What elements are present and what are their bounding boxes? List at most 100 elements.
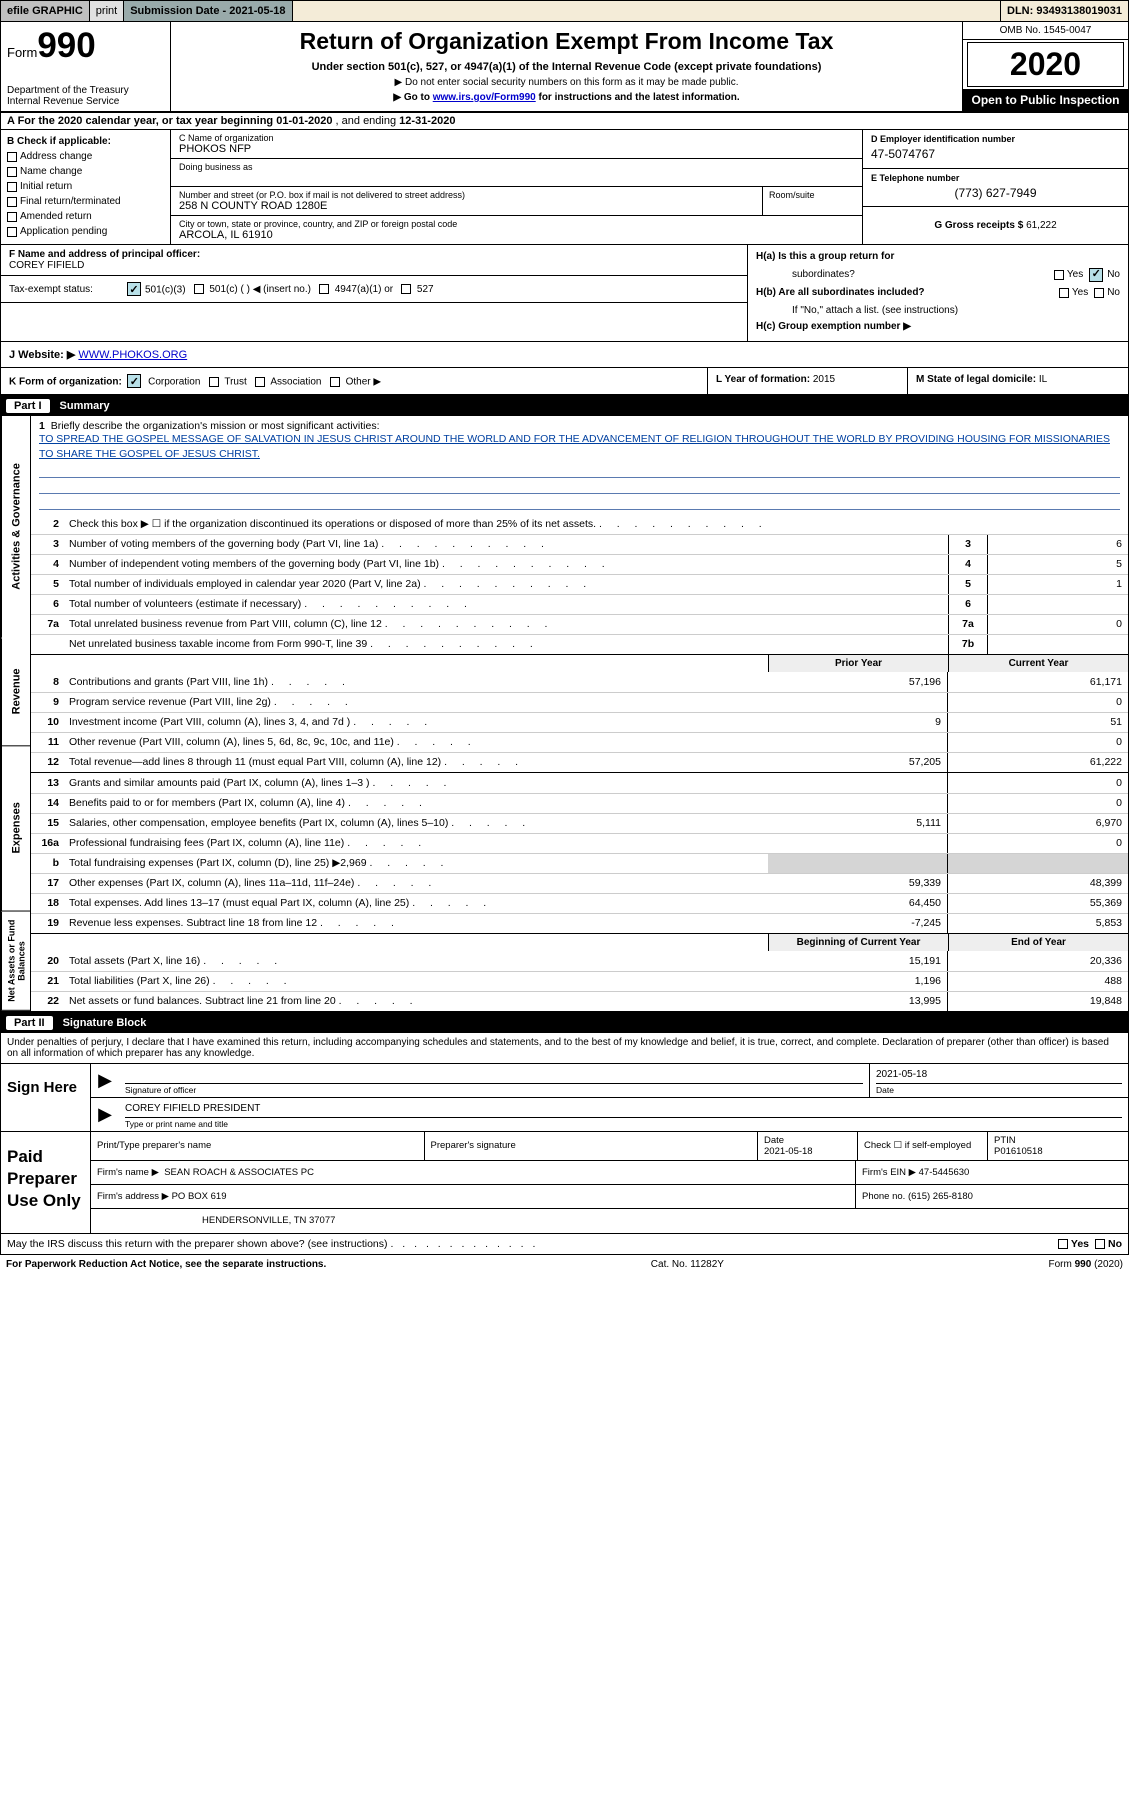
line-box-number: 5 — [948, 575, 988, 594]
summary-line: 2Check this box ▶ ☐ if the organization … — [31, 514, 1128, 534]
b-item-4[interactable]: Amended return — [7, 209, 164, 224]
part-2-title: Signature Block — [63, 1017, 147, 1029]
yes-label: Yes — [1071, 1238, 1089, 1250]
line-prior-value — [768, 854, 948, 873]
col-h: H(a) Is this a group return for subordin… — [748, 245, 1128, 341]
line-text: Other expenses (Part IX, column (A), lin… — [65, 875, 768, 891]
line-text: Total liabilities (Part X, line 26) . . … — [65, 973, 768, 989]
b-item-5-label: Application pending — [20, 226, 107, 237]
discuss-yn: Yes No — [1058, 1238, 1122, 1250]
ha-no[interactable]: No — [1089, 267, 1120, 283]
irs-link[interactable]: www.irs.gov/Form990 — [433, 92, 536, 103]
efile-print-button[interactable]: print — [90, 1, 124, 21]
ptin-label: PTIN — [994, 1135, 1122, 1146]
ha-yes[interactable]: Yes — [1054, 267, 1083, 283]
discuss-yes[interactable]: Yes — [1058, 1238, 1089, 1250]
line-text: Professional fundraising fees (Part IX, … — [65, 835, 768, 851]
summary-line: 17Other expenses (Part IX, column (A), l… — [31, 873, 1128, 893]
efile-spacer — [293, 1, 1002, 21]
line-number: 17 — [31, 877, 65, 889]
j-label: J Website: ▶ — [9, 349, 78, 361]
taxstatus-label: Tax-exempt status: — [9, 284, 119, 295]
taxstatus-4947[interactable]: 4947(a)(1) or — [319, 284, 393, 295]
officer-sig-cell: Signature of officer — [119, 1064, 870, 1097]
sig-date-label: Date — [876, 1085, 1122, 1095]
hb-label: H(b) Are all subordinates included? — [756, 287, 925, 298]
b-item-0[interactable]: Address change — [7, 149, 164, 164]
sidetab-netassets: Net Assets or Fund Balances — [1, 912, 31, 1011]
line-1-mission: 1 Briefly describe the organization's mi… — [31, 416, 1128, 513]
line-current-value: 5,853 — [948, 914, 1128, 933]
line-number: 7a — [31, 618, 65, 630]
rowa-end: 12-31-2020 — [399, 115, 455, 127]
hb-yes[interactable]: Yes — [1059, 285, 1088, 301]
paid-preparer-block: Paid Preparer Use Only Print/Type prepar… — [0, 1132, 1129, 1234]
col-current-header: Current Year — [948, 655, 1128, 672]
line-current-value: 0 — [948, 794, 1128, 813]
g-label: G Gross receipts $ — [934, 220, 1023, 231]
discuss-no[interactable]: No — [1095, 1238, 1122, 1250]
prep-row-2: Firm's name ▶ SEAN ROACH & ASSOCIATES PC… — [91, 1161, 1128, 1185]
form-title: Return of Organization Exempt From Incom… — [179, 28, 954, 55]
b-item-3[interactable]: Final return/terminated — [7, 194, 164, 209]
mission-underline — [39, 496, 1120, 510]
prior-current-header: Prior Year Current Year — [31, 654, 1128, 672]
c-room-cell: Room/suite — [762, 187, 862, 215]
officer-name-cell: COREY FIFIELD PRESIDENT Type or print na… — [119, 1098, 1128, 1131]
taxstatus-527[interactable]: 527 — [401, 284, 433, 295]
b-label-text: B Check if applicable: — [7, 136, 111, 147]
line-text: Program service revenue (Part VIII, line… — [65, 694, 768, 710]
line-number: b — [31, 857, 65, 869]
b-item-4-label: Amended return — [20, 211, 92, 222]
hb-no[interactable]: No — [1094, 285, 1120, 301]
line-current-value: 55,369 — [948, 894, 1128, 913]
line-prior-value: 13,995 — [768, 992, 948, 1011]
line-text: Total number of individuals employed in … — [65, 576, 948, 592]
taxstatus-501c3[interactable]: 501(c)(3) — [127, 282, 186, 296]
governance-section: 1 Briefly describe the organization's mi… — [31, 416, 1128, 653]
c-name-row: C Name of organization PHOKOS NFP — [171, 130, 862, 159]
ha-label: H(a) Is this a group return for — [756, 251, 894, 262]
website-link[interactable]: WWW.PHOKOS.ORG — [78, 349, 187, 361]
checkbox-icon — [194, 284, 204, 294]
officer-sig-label: Signature of officer — [125, 1085, 863, 1095]
line-number: 6 — [31, 598, 65, 610]
sidetab-governance: Activities & Governance — [1, 416, 31, 638]
block-b-to-g: B Check if applicable: Address change Na… — [0, 130, 1129, 245]
line-text: Contributions and grants (Part VIII, lin… — [65, 674, 768, 690]
checkbox-icon — [1054, 270, 1064, 280]
col-prior-header: Prior Year — [768, 655, 948, 672]
line-number: 16a — [31, 837, 65, 849]
officer-sig-line — [125, 1066, 863, 1084]
discuss-q-text: May the IRS discuss this return with the… — [7, 1238, 388, 1250]
b-item-1[interactable]: Name change — [7, 164, 164, 179]
firm-name-value: SEAN ROACH & ASSOCIATES PC — [164, 1167, 314, 1178]
hc-label: H(c) Group exemption number ▶ — [756, 321, 911, 332]
summary-line: bTotal fundraising expenses (Part IX, co… — [31, 853, 1128, 873]
summary-line: 5Total number of individuals employed in… — [31, 574, 1128, 594]
line-current-value: 488 — [948, 972, 1128, 991]
l-label: L Year of formation: — [716, 374, 810, 385]
line-prior-value — [768, 693, 948, 712]
line-current-value: 6,970 — [948, 814, 1128, 833]
summary-line: 3Number of voting members of the governi… — [31, 534, 1128, 554]
line-prior-value: 59,339 — [768, 874, 948, 893]
b-item-2[interactable]: Initial return — [7, 179, 164, 194]
footer-right: Form 990 (2020) — [1049, 1259, 1123, 1270]
line-current-value: 20,336 — [948, 951, 1128, 971]
taxstatus-501c[interactable]: 501(c) ( ) ◀ (insert no.) — [194, 284, 311, 295]
line-prior-value: 9 — [768, 713, 948, 732]
line-prior-value: 64,450 — [768, 894, 948, 913]
prep-row-3: Firm's address ▶ PO BOX 619 Phone no. (6… — [91, 1185, 1128, 1209]
efile-dln: DLN: 93493138019031 — [1001, 1, 1128, 21]
line-current-value: 0 — [948, 773, 1128, 793]
tax-year: 2020 — [967, 42, 1124, 87]
e-value: (773) 627-7949 — [871, 186, 1120, 200]
checkbox-checked-icon — [127, 282, 141, 296]
firm-addr1-value: PO BOX 619 — [172, 1191, 227, 1202]
line-box-number: 7a — [948, 615, 988, 634]
page-footer: For Paperwork Reduction Act Notice, see … — [0, 1255, 1129, 1274]
part-1-id: Part I — [6, 399, 50, 413]
b-label: B Check if applicable: — [7, 134, 164, 149]
b-item-5[interactable]: Application pending — [7, 224, 164, 239]
